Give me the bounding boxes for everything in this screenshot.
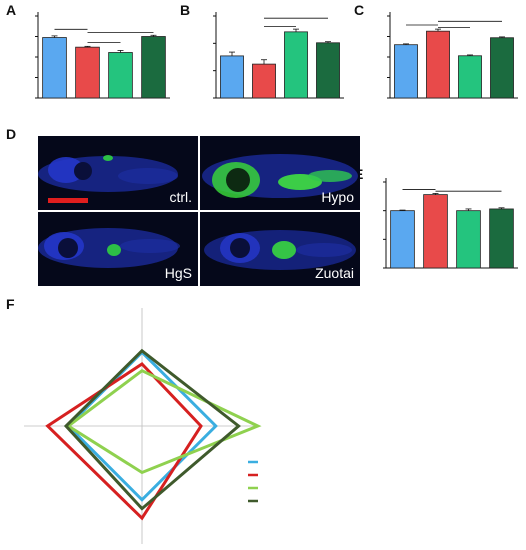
bar-hgs bbox=[284, 31, 308, 99]
bar-model bbox=[75, 46, 100, 99]
bar-ctrl bbox=[390, 210, 415, 269]
bar-hgs bbox=[458, 55, 482, 99]
radar-series-zuotai bbox=[63, 348, 241, 511]
fluorescence-image-hypo: Hypo bbox=[200, 136, 360, 210]
radar-series-hypo bbox=[45, 362, 203, 521]
bar-hgs bbox=[456, 210, 481, 269]
scale-bar bbox=[48, 198, 88, 203]
bar-model bbox=[423, 194, 448, 269]
bar-zuotai bbox=[316, 42, 340, 99]
larva-zuotai-graphic bbox=[204, 230, 356, 270]
panel-letter-c: C bbox=[354, 2, 365, 18]
bar-ctrl bbox=[394, 44, 418, 99]
bar-model bbox=[426, 30, 450, 99]
image-label-zuotai: Zuotai bbox=[315, 265, 354, 281]
radar-series-hgs bbox=[65, 368, 262, 475]
bar-ctrl bbox=[220, 55, 244, 99]
bar-hgs bbox=[108, 52, 133, 99]
bar-chart-sod bbox=[35, 12, 170, 99]
fluorescence-image-grid: ctrl. Hypo HgS Zuotai bbox=[38, 136, 360, 286]
larva-hypo-graphic bbox=[202, 154, 358, 198]
bar-chart-ros bbox=[383, 178, 518, 269]
image-label-ctrl: ctrl. bbox=[169, 189, 192, 205]
larva-hgs-graphic bbox=[38, 228, 180, 268]
radar-chart bbox=[24, 308, 262, 544]
image-label-hgs: HgS bbox=[164, 265, 192, 281]
fluorescence-image-ctrl: ctrl. bbox=[38, 136, 198, 210]
bar-chart-mda bbox=[387, 12, 518, 99]
bar-chart-gsh bbox=[213, 12, 344, 99]
panel-letter-d: D bbox=[6, 126, 17, 142]
bar-zuotai bbox=[489, 208, 514, 269]
image-label-hypo: Hypo bbox=[321, 189, 354, 205]
bar-model bbox=[252, 63, 276, 99]
bar-zuotai bbox=[141, 36, 166, 99]
fluorescence-image-zuotai: Zuotai bbox=[200, 212, 360, 286]
larva-ctrl-graphic bbox=[38, 155, 178, 192]
panel-letter-a: A bbox=[6, 2, 17, 18]
bar-ctrl bbox=[42, 37, 67, 99]
panel-letter-b: B bbox=[180, 2, 191, 18]
panel-letter-f: F bbox=[6, 296, 15, 312]
bar-zuotai bbox=[490, 37, 514, 99]
fluorescence-image-hgs: HgS bbox=[38, 212, 198, 286]
